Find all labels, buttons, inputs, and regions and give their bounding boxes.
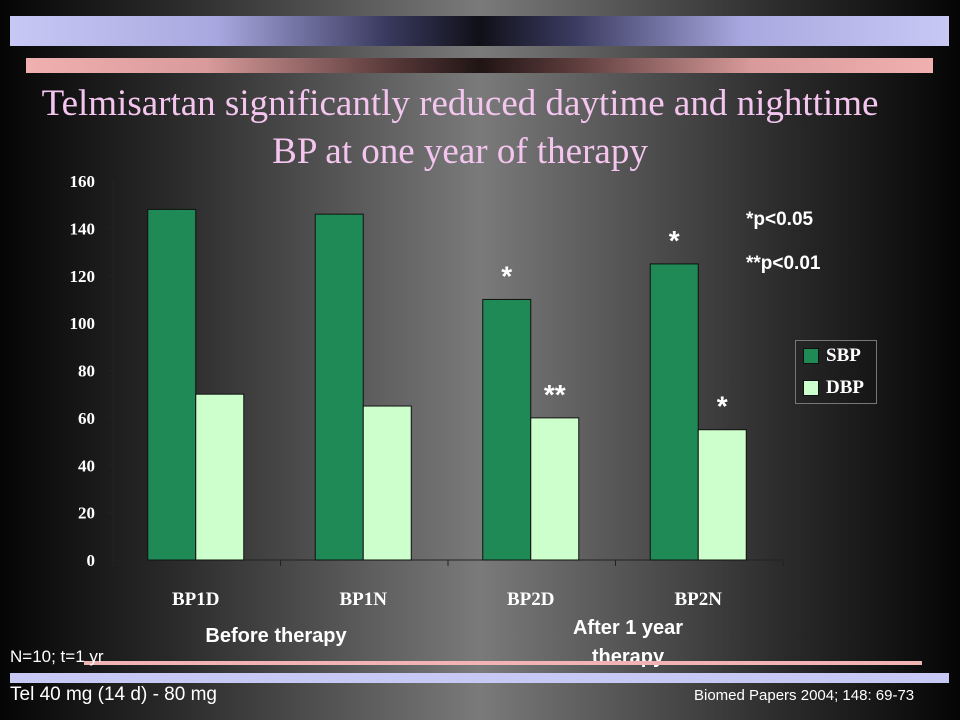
slide-title: Telmisartan significantly reduced daytim… — [41, 83, 879, 172]
category-label: BP1N — [340, 589, 388, 610]
decorative-top-bar — [10, 16, 949, 46]
legend-label-dbp: DBP — [826, 377, 864, 398]
significance-marker: * — [501, 260, 512, 291]
p-value-note: *p<0.05 — [746, 209, 814, 230]
significance-marker: ** — [544, 379, 566, 410]
bar-sbp-bp2d — [482, 298, 532, 561]
y-tick-label: 0 — [87, 551, 96, 570]
category-label: BP2D — [507, 589, 555, 610]
y-tick-label: 60 — [78, 409, 95, 428]
bar-sbp-bp2n — [649, 263, 699, 561]
y-tick-label: 20 — [78, 504, 95, 523]
bar-dbp-bp1d — [195, 393, 245, 561]
bar-dbp-bp1n — [362, 405, 412, 561]
significance-marker: * — [669, 225, 680, 256]
citation: Biomed Papers 2004; 148: 69-73 — [694, 687, 915, 704]
y-tick-label: 140 — [70, 219, 96, 238]
category-label: BP2N — [675, 589, 723, 610]
legend-swatch-sbp — [803, 348, 819, 364]
significance-marker: * — [717, 391, 728, 422]
y-tick-label: 160 — [70, 172, 96, 191]
p-value-note: **p<0.01 — [746, 253, 821, 274]
y-tick-label: 80 — [78, 362, 95, 381]
chart-legend: SBP DBP — [795, 340, 877, 404]
bar-dbp-bp2n — [697, 429, 747, 561]
group-label-before: Before therapy — [205, 625, 347, 647]
decorative-bottom-blue-bar — [10, 673, 949, 683]
sample-size-note: N=10; t=1 yr — [10, 647, 104, 666]
decorative-pink-bar — [26, 58, 933, 73]
y-tick-label: 100 — [70, 314, 96, 333]
y-tick-label: 40 — [78, 456, 95, 475]
decorative-bottom-pink-line — [84, 661, 922, 665]
bar-sbp-bp1n — [314, 213, 364, 561]
bar-dbp-bp2d — [530, 417, 580, 561]
y-tick-label: 120 — [70, 267, 96, 286]
dosage-note: Tel 40 mg (14 d) - 80 mg — [10, 684, 217, 705]
category-label: BP1D — [172, 589, 220, 610]
legend-item-sbp: SBP — [803, 345, 861, 366]
legend-label-sbp: SBP — [826, 345, 861, 366]
bar-sbp-bp1d — [147, 208, 197, 561]
legend-swatch-dbp — [803, 380, 819, 396]
legend-item-dbp: DBP — [803, 377, 864, 398]
